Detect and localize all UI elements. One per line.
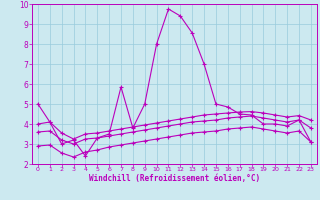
X-axis label: Windchill (Refroidissement éolien,°C): Windchill (Refroidissement éolien,°C) [89, 174, 260, 183]
